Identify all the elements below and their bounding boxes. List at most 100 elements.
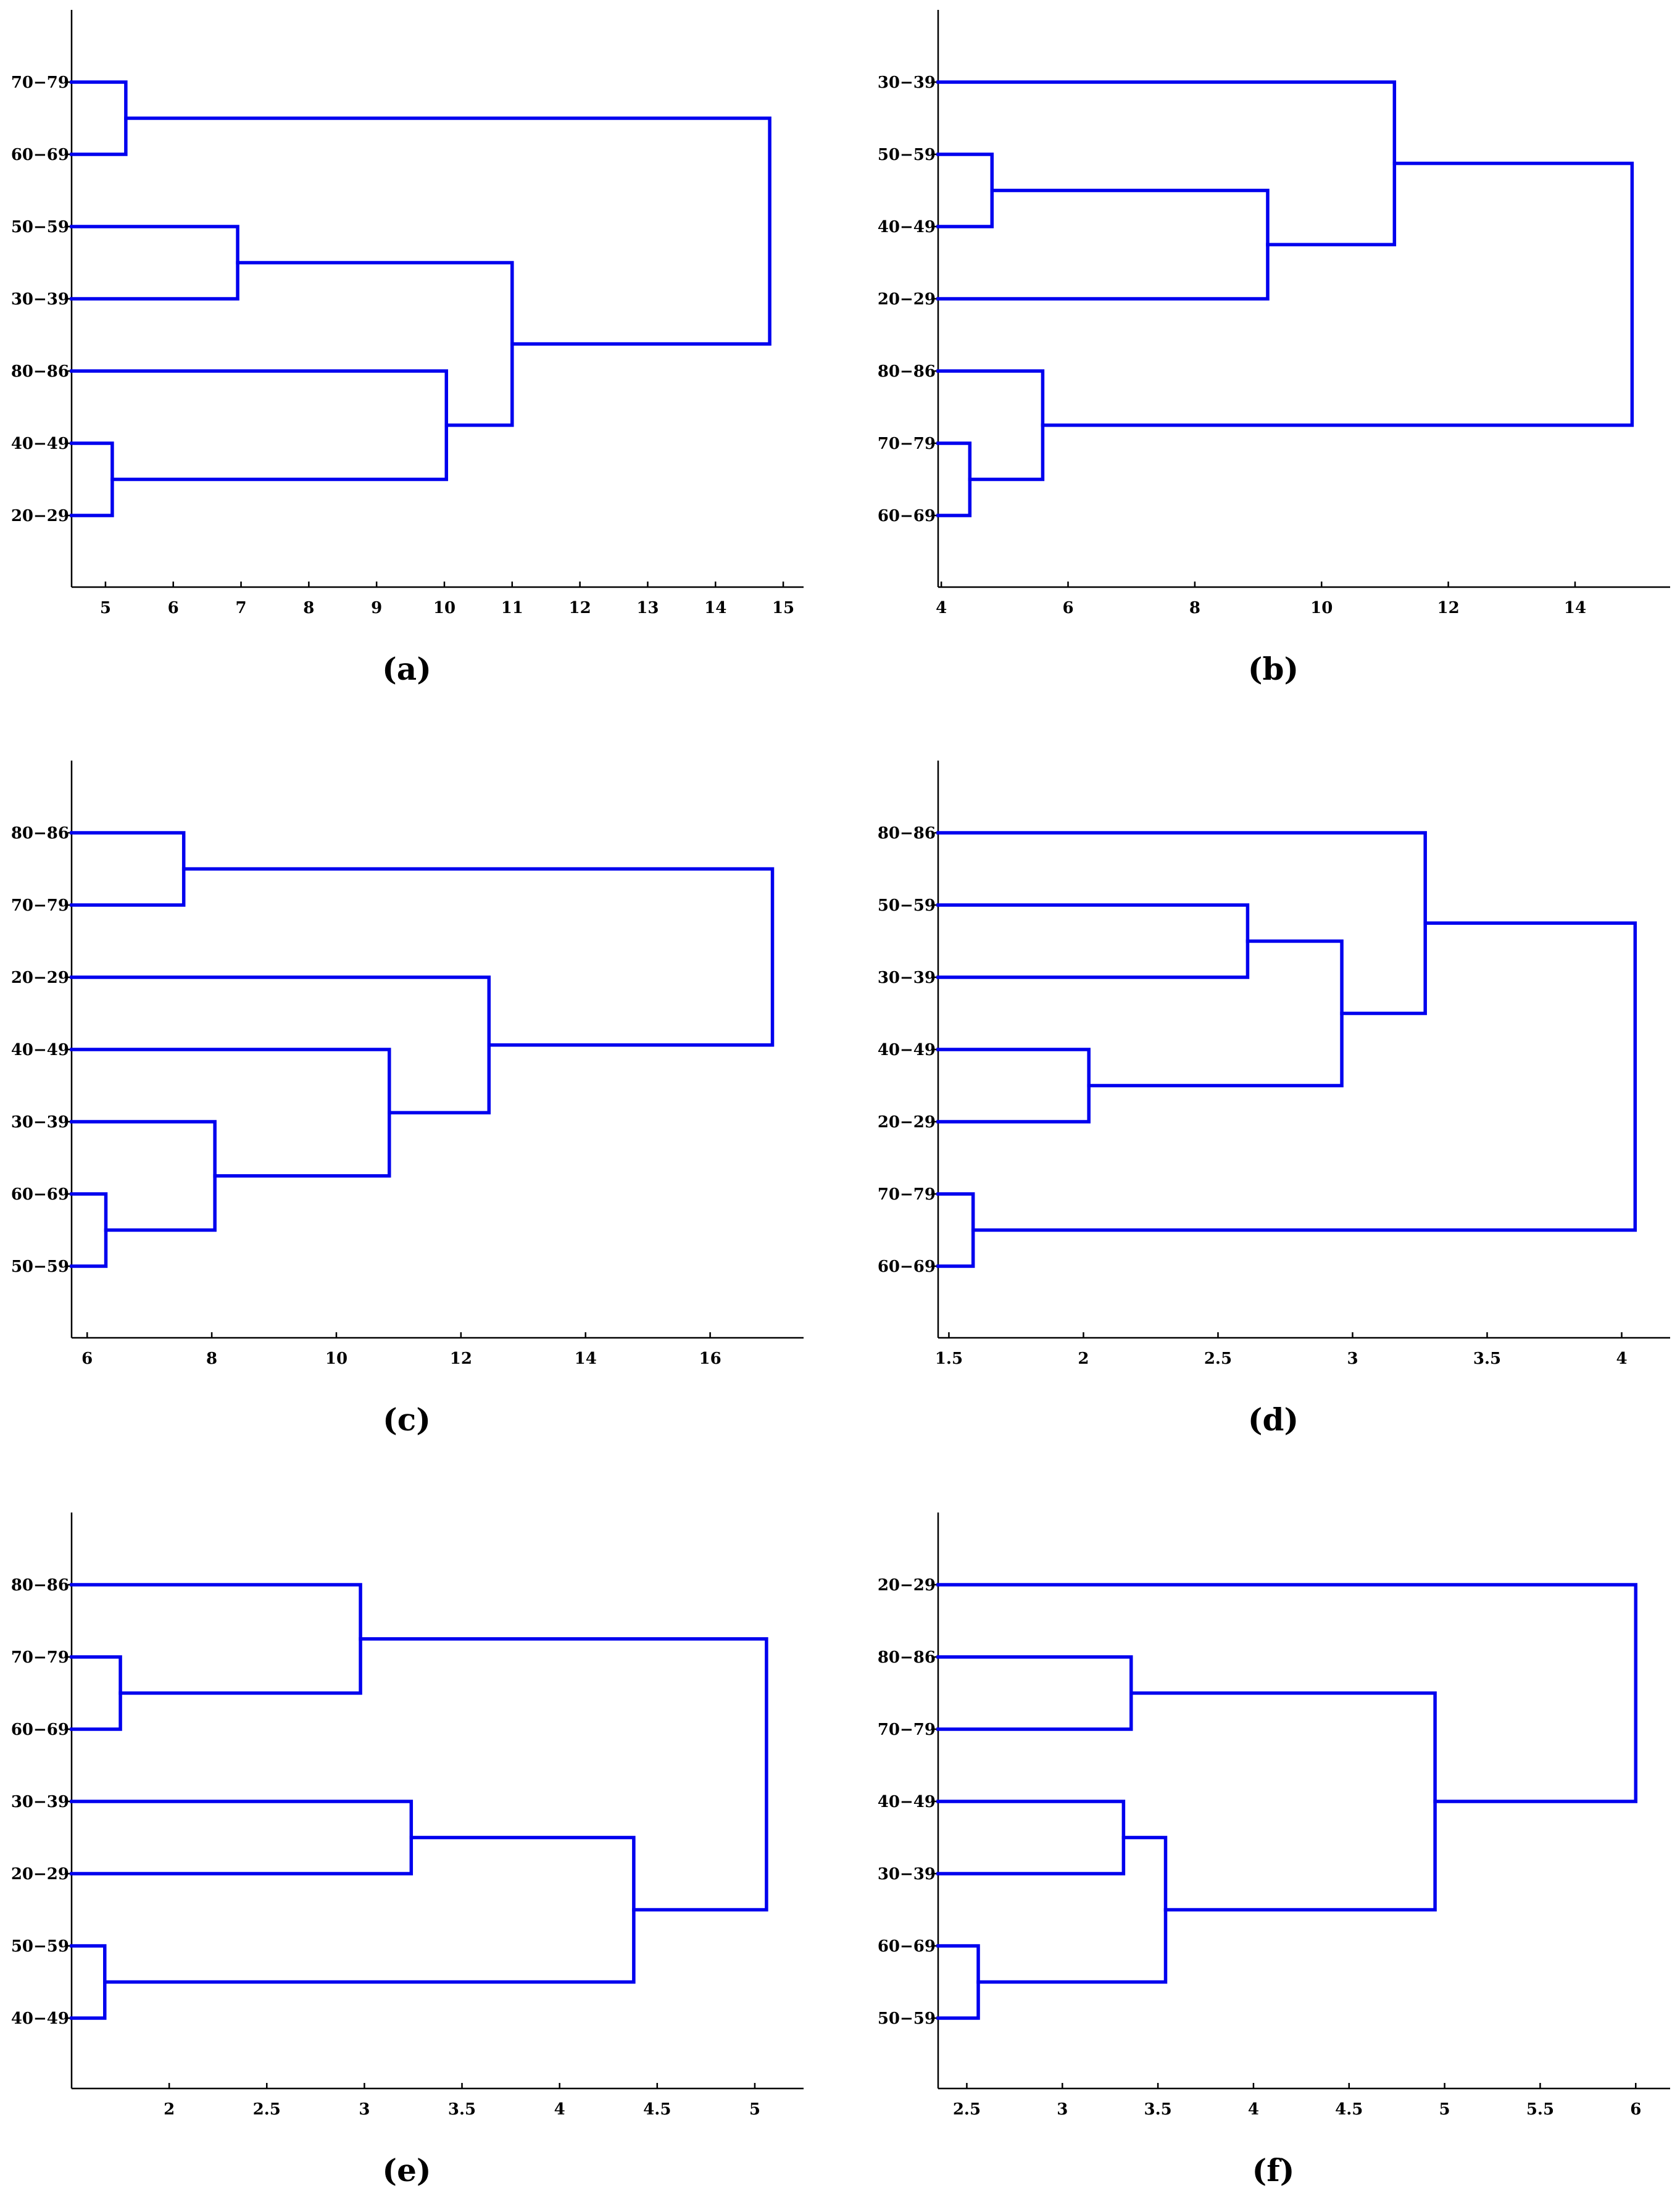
- leaf-label: 30−39: [878, 73, 936, 92]
- x-tick-label: 6: [1062, 599, 1073, 617]
- leaf-label: 50−59: [11, 218, 69, 236]
- leaf-label: 60−69: [878, 1258, 936, 1276]
- dendrogram-link: [936, 441, 972, 517]
- leaf-label: 80−86: [11, 1576, 69, 1595]
- leaf-label: 70−79: [11, 73, 69, 92]
- dendrogram-link: [70, 1655, 122, 1731]
- dendrogram-link: [70, 441, 114, 517]
- dendrogram-link: [70, 1120, 217, 1232]
- x-tick-label: 11: [501, 599, 523, 617]
- x-tick-label: 5: [749, 2100, 760, 2119]
- dendrogram-link: [936, 188, 1270, 301]
- leaf-label: 80−86: [878, 1648, 936, 1667]
- leaf-label: 60−69: [11, 1185, 69, 1204]
- x-tick-label: 1.5: [935, 1350, 963, 1368]
- x-tick-label: 3: [1347, 1350, 1358, 1368]
- x-tick-label: 9: [371, 599, 382, 617]
- dendrogram-link: [936, 152, 994, 228]
- x-tick-label: 10: [325, 1350, 347, 1368]
- leaf-label: 20−29: [878, 1576, 936, 1595]
- dendrogram-link: [70, 1800, 414, 1876]
- x-tick-label: 12: [450, 1350, 472, 1368]
- leaf-label: 20−29: [11, 969, 69, 987]
- x-tick-label: 2: [164, 2100, 175, 2119]
- leaf-label: 40−49: [878, 1041, 936, 1059]
- x-tick-label: 3.5: [448, 2100, 476, 2119]
- leaf-label: 50−59: [878, 2009, 936, 2028]
- x-tick-label: 2: [1078, 1350, 1089, 1368]
- leaf-label: 80−86: [878, 824, 936, 843]
- x-tick-label: 8: [1189, 599, 1200, 617]
- x-tick-label: 5: [1439, 2100, 1450, 2119]
- x-tick-label: 3: [359, 2100, 370, 2119]
- x-tick-label: 3.5: [1144, 2100, 1171, 2119]
- dendrogram-link: [1041, 161, 1634, 427]
- dendrogram-link: [70, 1583, 362, 1695]
- x-tick-label: 15: [772, 599, 794, 617]
- x-tick-label: 2.5: [953, 2100, 981, 2119]
- dendrogram-link: [936, 1655, 1133, 1731]
- leaf-label: 30−39: [11, 290, 69, 309]
- leaf-label: 40−49: [878, 218, 936, 236]
- x-tick-label: 5.5: [1526, 2100, 1554, 2119]
- x-tick-label: 6: [168, 599, 179, 617]
- x-tick-label: 10: [433, 599, 455, 617]
- dendrogram-link: [1087, 939, 1344, 1088]
- x-tick-label: 4.5: [643, 2100, 671, 2119]
- dendrogram-link: [976, 1835, 1168, 1984]
- x-tick-label: 16: [699, 1350, 721, 1368]
- x-tick-label: 8: [303, 599, 314, 617]
- x-tick-label: 4: [554, 2100, 565, 2119]
- x-tick-label: 7: [235, 599, 246, 617]
- panel-label: (d): [1248, 1401, 1299, 1438]
- dendrogram-link: [70, 975, 491, 1115]
- dendrogram-link: [236, 261, 514, 427]
- leaf-label: 60−69: [878, 1937, 936, 1956]
- dendrogram-link: [971, 921, 1637, 1232]
- dendrogram-link: [936, 80, 1397, 246]
- dendrogram-link: [936, 1192, 975, 1268]
- x-tick-label: 2.5: [253, 2100, 281, 2119]
- leaf-label: 20−29: [878, 1113, 936, 1132]
- leaf-label: 80−86: [11, 362, 69, 381]
- dendrogram-link: [103, 1835, 636, 1984]
- leaf-label: 50−59: [11, 1258, 69, 1276]
- x-tick-label: 8: [206, 1350, 217, 1368]
- leaf-label: 70−79: [878, 1185, 936, 1204]
- panel-label: (a): [382, 651, 431, 687]
- dendrogram-link: [936, 1944, 980, 2020]
- leaf-label: 60−69: [11, 1721, 69, 1739]
- x-tick-label: 2.5: [1204, 1350, 1232, 1368]
- panel-label: (c): [383, 1401, 431, 1438]
- dendrogram-link: [70, 1192, 108, 1268]
- leaf-label: 30−39: [11, 1793, 69, 1811]
- x-tick-label: 14: [704, 599, 726, 617]
- leaf-label: 40−49: [11, 435, 69, 453]
- dendrogram-panel-c: 6 8 10 12 14 16 80−86 70−79 20−29 40−49 30−39 60−69…: [11, 761, 804, 1438]
- leaf-label: 50−59: [878, 146, 936, 164]
- panel-label: (b): [1248, 651, 1299, 687]
- x-tick-label: 14: [1564, 599, 1586, 617]
- dendrogram-link: [124, 116, 771, 346]
- dendrogram-panel-e: 2 2.5 3 3.5 4 4.5 5 80−86 70−79 60−69 30−39 20−29 50…: [11, 1513, 804, 2189]
- leaf-label: 80−86: [11, 824, 69, 843]
- x-tick-label: 13: [636, 599, 659, 617]
- dendrogram-link: [70, 225, 239, 301]
- leaf-label: 40−49: [11, 2009, 69, 2028]
- x-tick-label: 4.5: [1335, 2100, 1363, 2119]
- dendrogram-link: [936, 1800, 1126, 1876]
- x-tick-label: 3: [1057, 2100, 1068, 2119]
- dendrogram-link: [936, 1583, 1638, 1803]
- leaf-label: 30−39: [878, 1865, 936, 1884]
- dendrogram-link: [359, 1637, 768, 1912]
- x-tick-label: 3.5: [1473, 1350, 1501, 1368]
- leaf-label: 20−29: [11, 1865, 69, 1884]
- leaf-label: 60−69: [11, 146, 69, 164]
- leaf-label: 30−39: [878, 969, 936, 987]
- panel-label: (e): [382, 2152, 431, 2189]
- x-tick-label: 12: [1437, 599, 1460, 617]
- x-tick-label: 4: [1248, 2100, 1259, 2119]
- x-tick-label: 4: [1616, 1350, 1627, 1368]
- leaf-label: 20−29: [878, 290, 936, 309]
